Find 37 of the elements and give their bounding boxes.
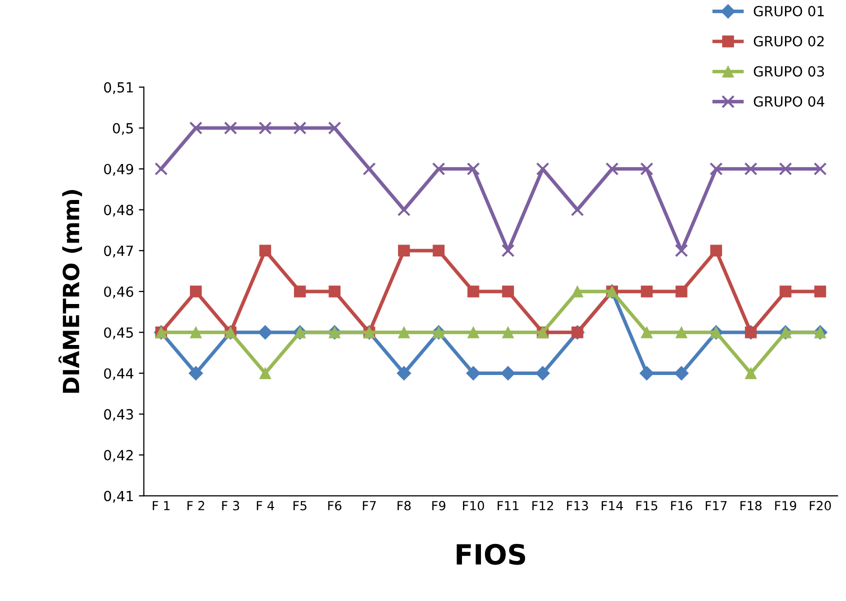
legend-label: GRUPO 03 xyxy=(754,66,824,77)
x-tick-label: F8 xyxy=(398,500,411,510)
x-tick-label: F6 xyxy=(328,500,342,510)
y-tick-label: 0,46 xyxy=(104,286,134,298)
x-tick-label: F9 xyxy=(432,500,446,510)
legend-label: GRUPO 04 xyxy=(754,96,824,107)
x-tick-label: F 1 xyxy=(152,501,170,510)
y-tick-label: 0,43 xyxy=(104,409,133,421)
x-tick-label: F18 xyxy=(740,500,762,510)
x-tick-label: F14 xyxy=(602,501,623,510)
x-tick-label: F16 xyxy=(671,500,692,510)
x-tick-label: F11 xyxy=(498,501,518,510)
y-axis-title: DIÂMETRO (mm) xyxy=(58,190,82,393)
x-tick-label: F17 xyxy=(706,501,727,510)
y-tick-label: 0,41 xyxy=(104,490,133,503)
legend-label: GRUPO 02 xyxy=(754,36,824,47)
x-tick-label: F12 xyxy=(532,500,554,510)
x-tick-label: F20 xyxy=(810,500,831,510)
y-tick-label: 0,48 xyxy=(104,204,134,217)
x-tick-label: F15 xyxy=(636,501,658,510)
x-tick-label: F10 xyxy=(463,500,484,510)
x-tick-label: F19 xyxy=(775,500,796,510)
x-tick-label: F 4 xyxy=(256,501,274,510)
legend-label: GRUPO 01 xyxy=(754,6,824,16)
y-tick-label: 0,49 xyxy=(104,164,134,176)
y-tick-label: 0,5 xyxy=(112,122,133,135)
x-tick-label: F13 xyxy=(567,500,588,510)
x-tick-label: F 3 xyxy=(222,500,240,510)
y-tick-label: 0,51 xyxy=(104,82,133,94)
x-axis-title: FIOS xyxy=(456,544,526,565)
y-tick-label: 0,47 xyxy=(104,246,133,258)
y-tick-label: 0,44 xyxy=(104,368,134,380)
x-tick-label: F7 xyxy=(362,501,376,510)
x-tick-label: F 2 xyxy=(188,500,204,510)
y-tick-label: 0,45 xyxy=(104,327,133,340)
x-tick-label: F5 xyxy=(294,501,306,510)
y-tick-label: 0,42 xyxy=(104,450,133,462)
